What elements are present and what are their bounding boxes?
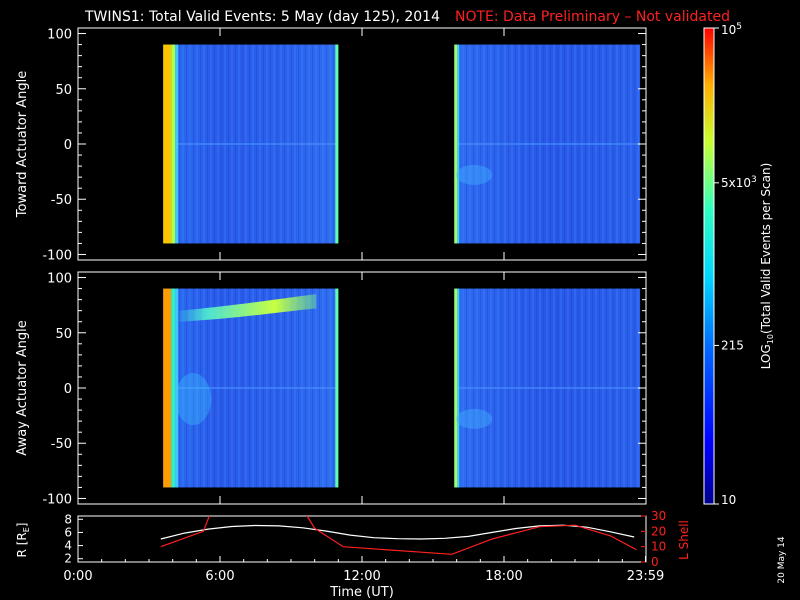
y-axis-right-label: L Shell [677, 520, 691, 560]
heatmap-edge-high [163, 288, 172, 488]
heatmap-enhanced-band [179, 294, 317, 322]
y-tick-label: 50 [55, 327, 72, 342]
heatmap-edge-high [454, 44, 458, 244]
heatmap-panel-toward: 100 50 0 -50 -100 Toward Actuator Angle [15, 27, 647, 263]
colorbar: 105 5x103 215 10 LOG10(Total Valid Events p… [703, 22, 775, 507]
y-tick-label: 8 [64, 512, 72, 526]
heatmap-zero-row [454, 143, 641, 145]
y-tick-label: 0 [651, 555, 659, 569]
heatmap-edge-mid [171, 44, 176, 244]
x-tick-label: 18:00 [485, 569, 522, 584]
heatmap-edge-low [175, 44, 179, 244]
x-tick-label: 12:00 [343, 569, 380, 584]
colorbar-tick-label: 10 [721, 493, 736, 507]
heatmap-edge-right [335, 288, 339, 488]
heatmap-cells [163, 44, 641, 244]
heatmap-zero-row [163, 387, 339, 389]
colorbar-ticks: 105 5x103 215 10 [714, 22, 757, 507]
heatmap-cells [163, 288, 641, 488]
date-stamp: 20 May 14 [777, 536, 787, 584]
heatmap-enhanced-spot [456, 408, 493, 429]
x-axis-label: Time (UT) [329, 585, 394, 600]
y-tick-label: -50 [51, 193, 72, 208]
colorbar-label: LOG10(Total Valid Events per Scan) [759, 163, 775, 370]
heatmap-edge-low [175, 288, 179, 488]
y-tick-label: 50 [55, 83, 72, 98]
colorbar-gradient [704, 28, 714, 504]
y-tick-label: 20 [651, 524, 666, 538]
heatmap-edge-high [454, 288, 458, 488]
heatmap-edge-high [163, 44, 172, 244]
chart-note: NOTE: Data Preliminary – Not validated [455, 9, 730, 25]
colorbar-frame [703, 27, 715, 505]
y-tick-label: -100 [42, 492, 72, 507]
y-tick-label: -100 [42, 248, 72, 263]
y-tick-label: -50 [51, 437, 72, 452]
x-tick-label: 0:00 [63, 569, 92, 584]
colorbar-tick-label: 215 [721, 338, 744, 352]
y-axis: 100 50 0 -50 -100 [42, 272, 646, 507]
y-axis-label: Away Actuator Angle [15, 320, 30, 455]
orbit-lines [160, 516, 637, 555]
y-tick-label: 10 [651, 540, 666, 554]
heatmap-edge-right [335, 44, 339, 244]
y-tick-label: 100 [47, 28, 72, 43]
x-axis: 0:00 6:00 12:00 18:00 23:59 [63, 556, 664, 584]
x-tick-label: 6:00 [205, 569, 234, 584]
heatmap-enhanced-spot [456, 164, 493, 185]
x-tick-label: 23:59 [627, 569, 664, 584]
heatmap-zero-row [163, 143, 339, 145]
chart-title: TWINS1: Total Valid Events: 5 May (day 1… [84, 9, 440, 25]
lshell-line [160, 516, 637, 555]
y-tick-label: 100 [47, 272, 72, 287]
heatmap-edge-mid [457, 44, 460, 244]
colorbar-tick-label: 105 [721, 22, 742, 37]
heatmap-edge-mid [457, 288, 460, 488]
heatmap-panel-away: 100 50 0 -50 -100 Away Actuator Angle [15, 271, 647, 507]
heatmap-enhanced-spot [175, 373, 212, 426]
y-tick-label: 0 [64, 382, 72, 397]
y-axis-left-label: R [RE] [15, 523, 31, 558]
y-axis: 100 50 0 -50 -100 [42, 28, 646, 263]
radius-line [160, 524, 635, 540]
y-tick-label: 30 [651, 509, 666, 523]
y-tick-label: 6 [64, 525, 72, 539]
y-tick-label: 4 [64, 539, 72, 553]
y-tick-label: 0 [64, 138, 72, 153]
heatmap-edge-mid [171, 288, 176, 488]
colorbar-tick-label: 5x103 [721, 175, 757, 190]
y-axis-label: Toward Actuator Angle [15, 71, 30, 218]
heatmap-zero-row [454, 387, 641, 389]
y-tick-label: 2 [64, 552, 72, 566]
